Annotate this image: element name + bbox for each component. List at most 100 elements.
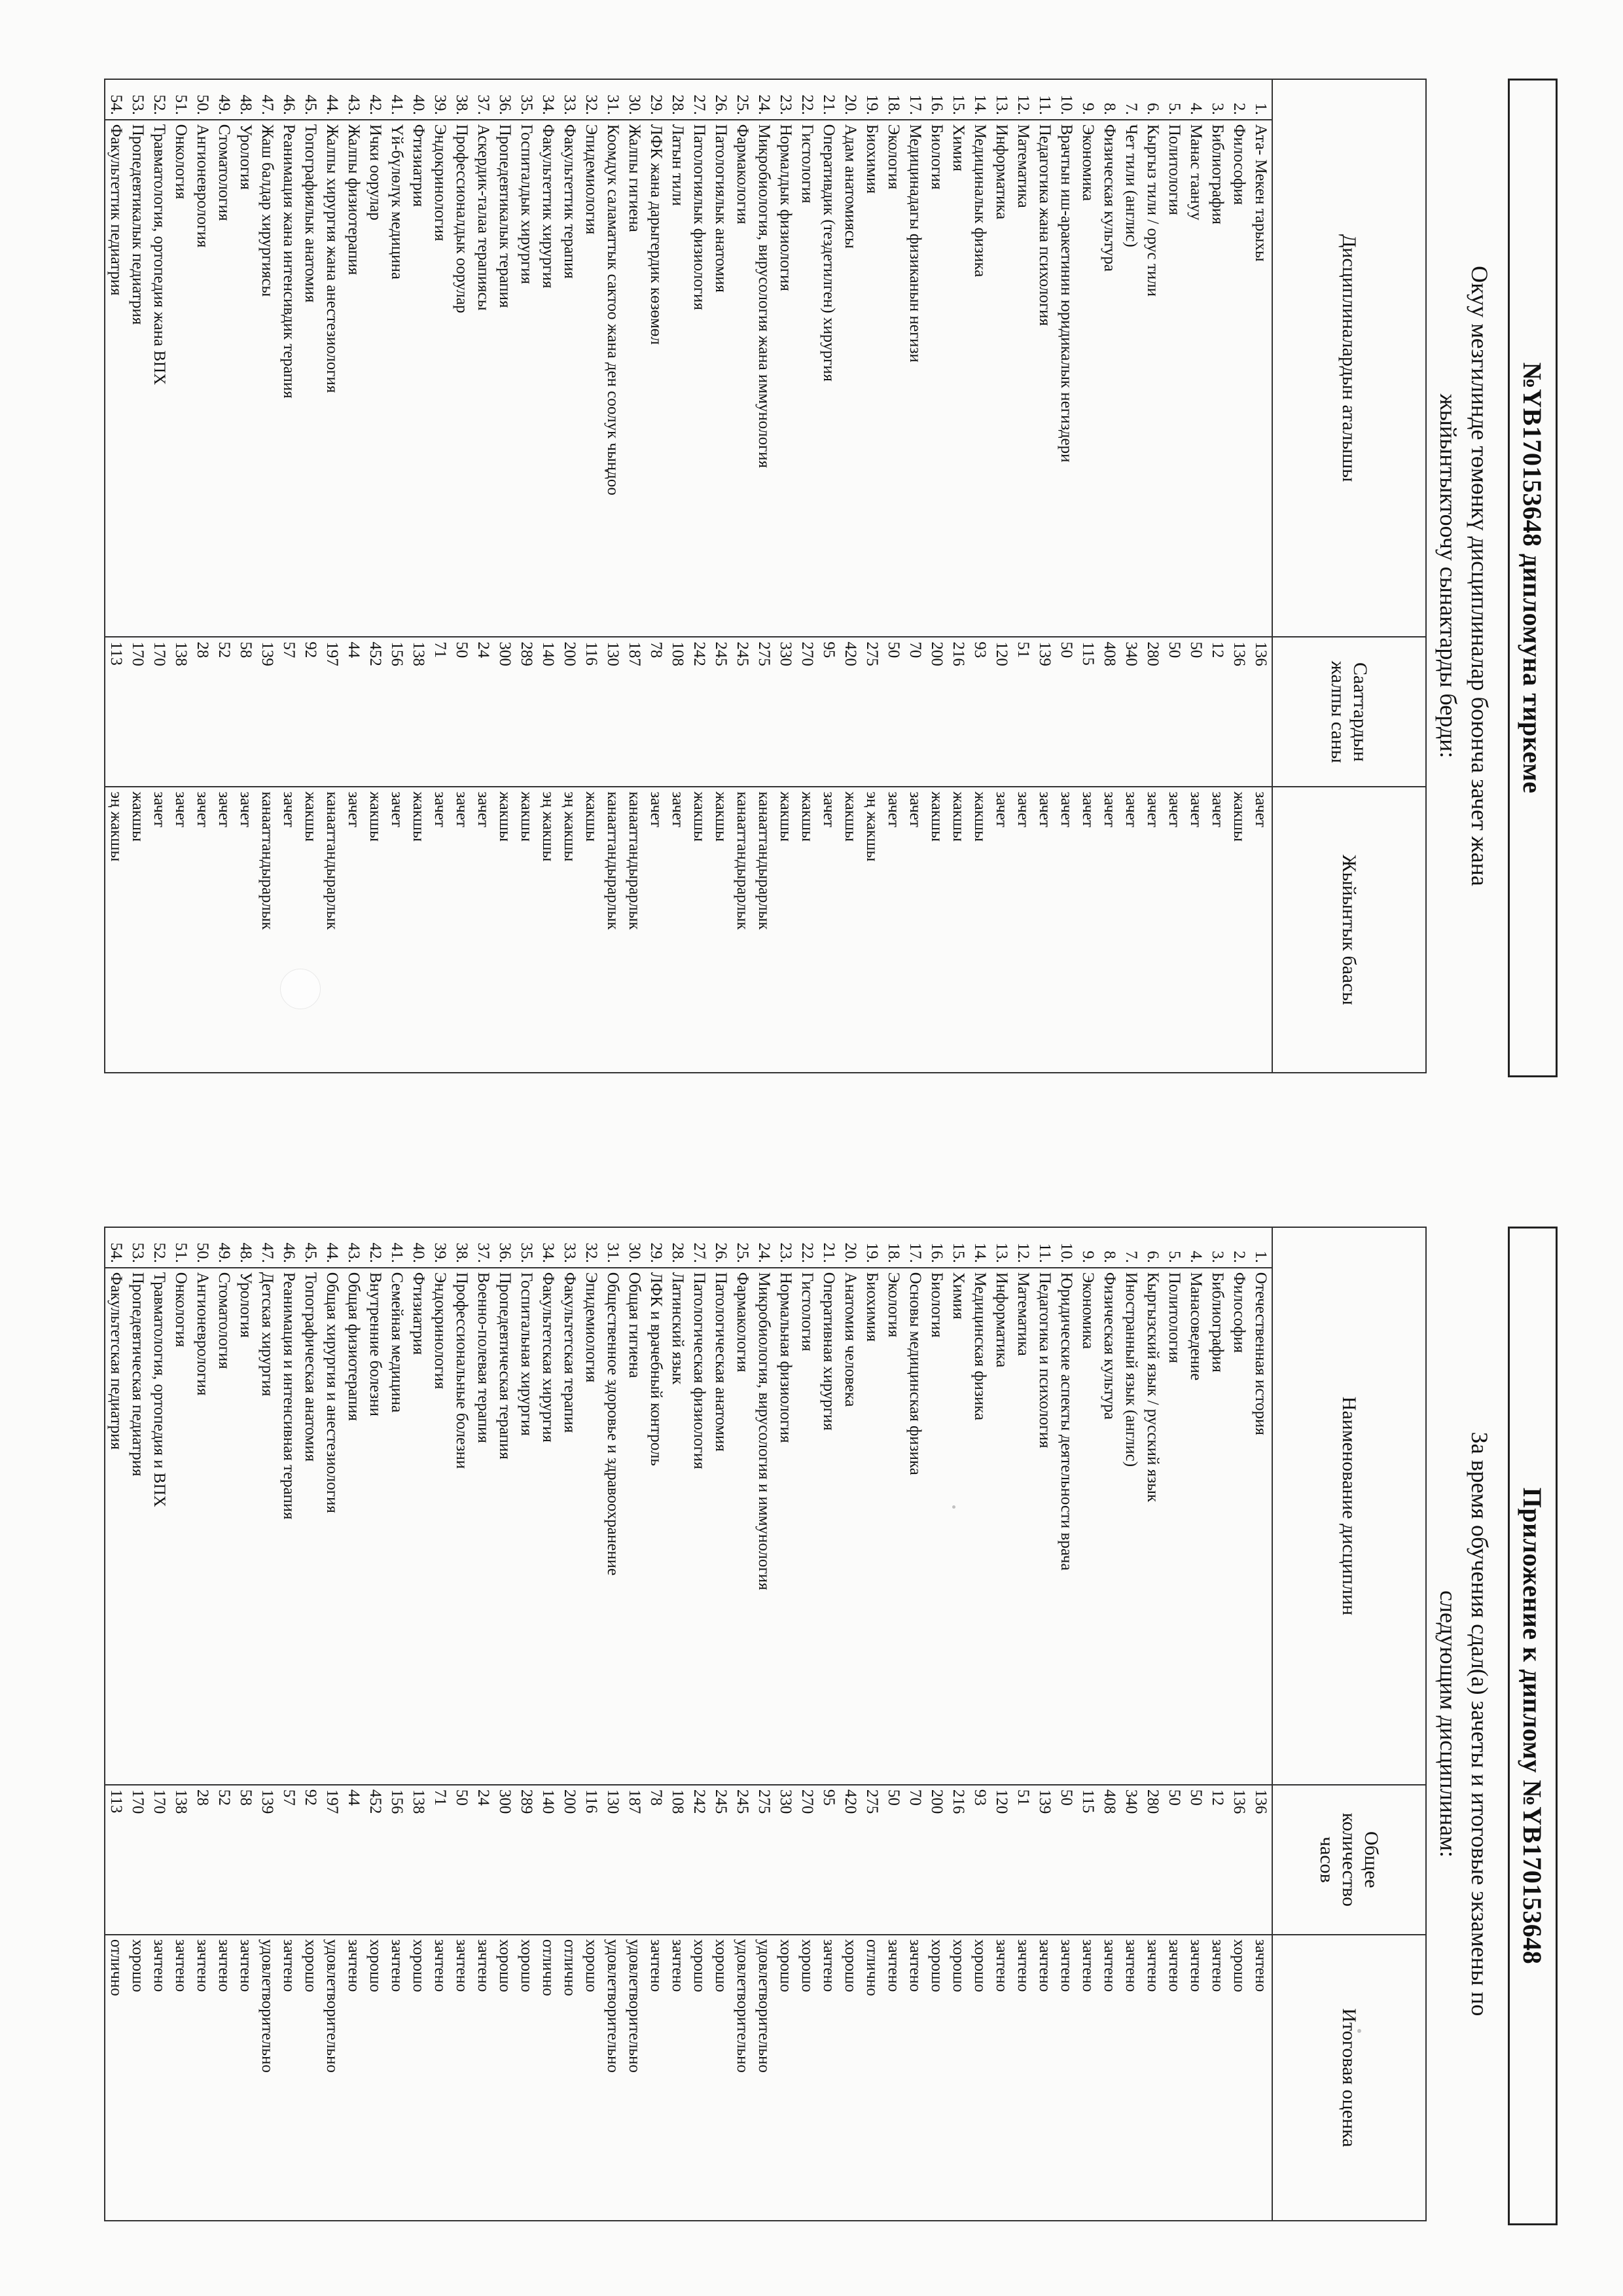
row-number: 7. [1120, 1227, 1142, 1268]
discipline-name: Иностранный язык (англис) [1120, 1267, 1142, 1785]
discipline-name: Онкология [170, 119, 192, 637]
row-number: 44. [321, 79, 343, 120]
row-number: 1. [1250, 1227, 1272, 1268]
discipline-name: Информатика [991, 1267, 1012, 1785]
discipline-name: Общественное здоровье и здравоохранение [602, 1267, 624, 1785]
discipline-name: Биология [926, 1267, 948, 1785]
grade-value: зачет [213, 787, 235, 1073]
russian-header-grade: Итоговая оценка [1272, 1934, 1426, 2221]
discipline-name: Факультеттик терапия [559, 119, 580, 637]
row-number: 12. [1012, 79, 1034, 120]
hours-value: 452 [365, 1784, 386, 1935]
kyrgyz-table-row: 38. Профессионалдык оорулар 50 зачет [451, 79, 473, 1073]
discipline-name: Манасоведение [1185, 1267, 1207, 1785]
hours-value: 245 [732, 1784, 753, 1935]
kyrgyz-table-row: 42. Ички оорулар 452 жакшы [365, 79, 386, 1073]
hours-value: 24 [473, 1784, 494, 1935]
hours-value: 92 [300, 637, 321, 787]
discipline-name: Госпиталдык хирургия [516, 119, 537, 637]
row-number: 37. [473, 79, 494, 120]
russian-table-row: 14. Медицинская физика 93 хорошо [969, 1227, 991, 2221]
row-number: 40. [408, 1227, 429, 1268]
discipline-name: Экология [883, 119, 904, 637]
russian-table-row: 24. Микробиология, вирусология и иммуноло… [753, 1227, 775, 2221]
hours-value: 24 [473, 637, 494, 787]
grade-value: удовлетворительно [732, 1934, 753, 2221]
kyrgyz-table-row: 6. Кыргыз тили / орус тили 280 зачет [1142, 79, 1164, 1073]
hours-value: 78 [645, 1784, 667, 1935]
discipline-name: Гистология [796, 119, 818, 637]
row-number: 29. [645, 1227, 667, 1268]
discipline-name: Факультеттик хирургия [537, 119, 559, 637]
discipline-name: Отечественная история [1250, 1267, 1272, 1785]
hours-value: 139 [1034, 637, 1056, 787]
grade-value: эң жакшы [105, 787, 127, 1073]
row-number: 3. [1207, 1227, 1228, 1268]
kyrgyz-table-row: 33. Факультеттик терапия 200 эң жакшы [559, 79, 580, 1073]
row-number: 6. [1142, 79, 1164, 120]
discipline-name: Жалпы физиотерапия [343, 119, 365, 637]
row-number: 8. [1099, 79, 1120, 120]
hours-value: 420 [840, 637, 861, 787]
row-number: 18. [883, 79, 904, 120]
hours-value: 197 [321, 637, 343, 787]
row-number: 10. [1056, 79, 1077, 120]
hours-value: 120 [991, 637, 1012, 787]
kyrgyz-table-row: 23. Нормалдык физиология 330 жакшы [775, 79, 796, 1073]
discipline-name: Коомдук саламаттык сактоо жана ден соолу… [602, 119, 624, 637]
row-number: 21. [818, 1227, 840, 1268]
grade-value: хорошо [127, 1934, 149, 2221]
row-number: 39. [429, 79, 451, 120]
grade-value: зачет [451, 787, 473, 1073]
russian-table-row: 27. Патологическая физиология 242 хорошо [688, 1227, 710, 2221]
grade-value: жакшы [300, 787, 321, 1073]
kyrgyz-table-row: 51. Онкология 138 зачет [170, 79, 192, 1073]
hours-value: 52 [213, 1784, 235, 1935]
grade-value: хорошо [840, 1934, 861, 2221]
kyrgyz-table-row: 43. Жалпы физиотерапия 44 зачет [343, 79, 365, 1073]
grade-value: зачет [1142, 787, 1164, 1073]
grade-value: зачет [278, 787, 300, 1073]
grade-value: канааттандырарлык [602, 787, 624, 1073]
hours-value: 138 [170, 637, 192, 787]
row-number: 27. [688, 79, 710, 120]
row-number: 33. [559, 79, 580, 120]
grade-value: хорошо [408, 1934, 429, 2221]
discipline-name: Ангионеврология [192, 1267, 213, 1785]
hours-value: 50 [1185, 637, 1207, 787]
row-number: 26. [710, 79, 732, 120]
grade-value: зачтено [667, 1934, 688, 2221]
row-number: 19. [861, 79, 883, 120]
row-number: 23. [775, 1227, 796, 1268]
russian-table-row: 7. Иностранный язык (англис) 340 зачтено [1120, 1227, 1142, 2221]
discipline-name: ЛФК и врачебный контроль [645, 1267, 667, 1785]
kyrgyz-table-row: 50. Ангионеврология 28 зачет [192, 79, 213, 1073]
grade-value: жакшы [775, 787, 796, 1073]
grade-value: зачет [192, 787, 213, 1073]
row-number: 30. [624, 1227, 645, 1268]
discipline-name: Фармакология [732, 1267, 753, 1785]
hours-value: 115 [1077, 637, 1099, 787]
row-number: 38. [451, 79, 473, 120]
kyrgyz-table-row: 52. Травматология, ортопедия жана ВПХ 170 з… [149, 79, 170, 1073]
russian-table-row: 25. Фармакология 245 удовлетворительно [732, 1227, 753, 2221]
grade-value: зачтено [904, 1934, 926, 2221]
row-number: 2. [1228, 1227, 1250, 1268]
kyrgyz-table-row: 45. Топографиялык анатомия 92 жакшы [300, 79, 321, 1073]
grade-value: хорошо [365, 1934, 386, 2221]
grade-value: удовлетворительно [624, 1934, 645, 2221]
russian-table-row: 20. Анатомия человека 420 хорошо [840, 1227, 861, 2221]
row-number: 45. [300, 1227, 321, 1268]
hours-value: 58 [235, 637, 257, 787]
row-number: 11. [1034, 79, 1056, 120]
russian-table-row: 8. Физическая культура 408 зачтено [1099, 1227, 1120, 2221]
hours-value: 116 [580, 1784, 602, 1935]
grade-value: жакшы [710, 787, 732, 1073]
hours-value: 44 [343, 637, 365, 787]
kyrgyz-table-row: 4. Манас таануу 50 зачет [1185, 79, 1207, 1073]
row-number: 52. [149, 79, 170, 120]
kyrgyz-table-body: 1. Ата- Мекен тарыхы 136 зачет 2. Философия 13… [105, 79, 1272, 1073]
russian-table-row: 12. Математика 51 зачтено [1012, 1227, 1034, 2221]
kyrgyz-table-row: 28. Латын тили 108 зачет [667, 79, 688, 1073]
grade-value: хорошо [300, 1934, 321, 2221]
